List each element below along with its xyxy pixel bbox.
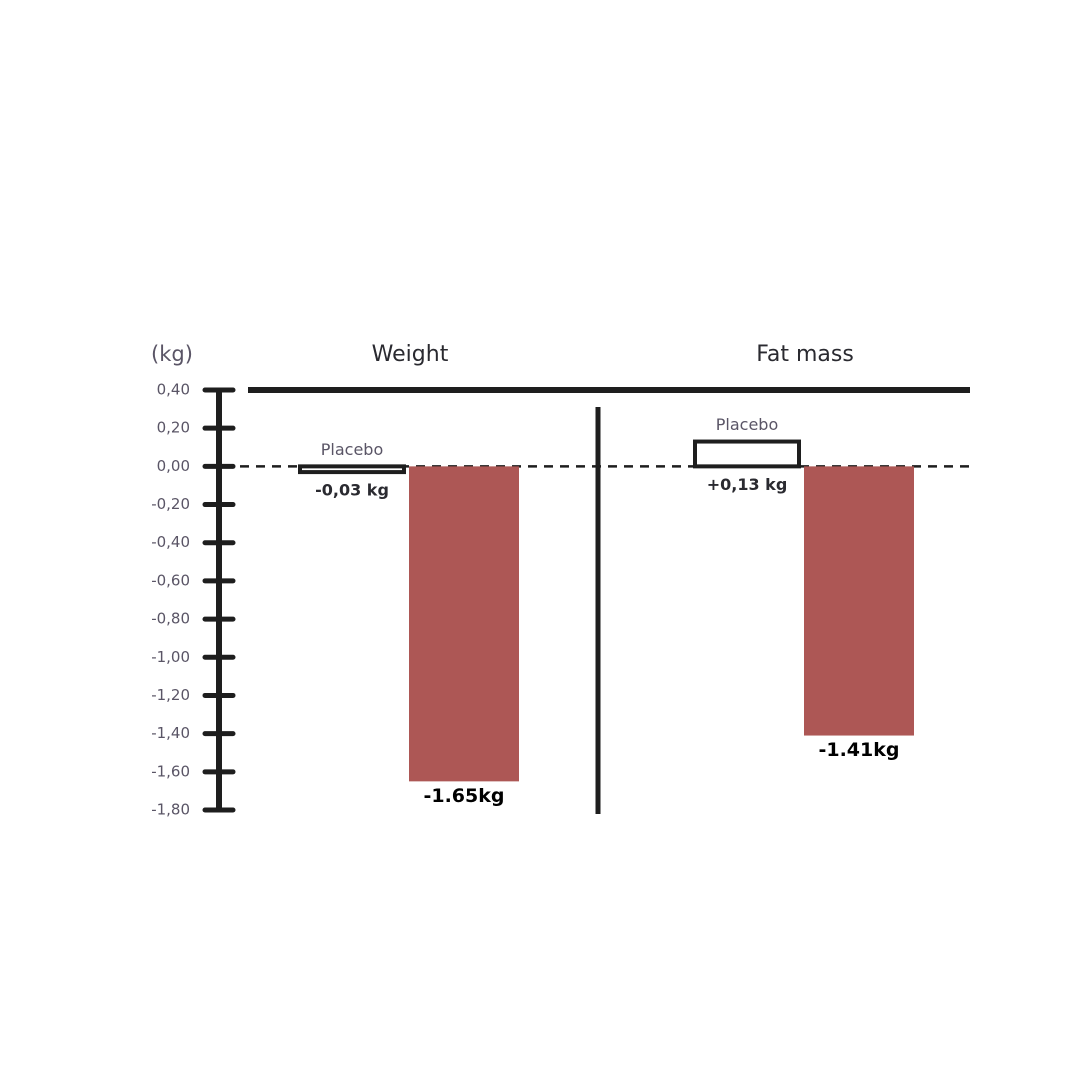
y-axis-label: (kg) <box>151 342 193 366</box>
value-label: -1.65kg <box>423 785 504 807</box>
y-tick-label: -0,60 <box>151 571 190 589</box>
y-tick-label: -0,40 <box>151 533 190 551</box>
series-label: Placebo <box>716 415 778 434</box>
bar <box>409 466 519 782</box>
category-label: Weight <box>372 342 449 367</box>
y-tick-label: -1,00 <box>151 648 190 666</box>
category-label: Fat mass <box>756 342 854 367</box>
y-tick-label: -0,20 <box>151 495 190 513</box>
value-label: +0,13 kg <box>707 475 788 494</box>
y-tick-label: -1,20 <box>151 686 190 704</box>
value-label: -1.41kg <box>818 739 899 761</box>
bar <box>804 466 914 736</box>
y-tick-label: 0,00 <box>157 457 190 475</box>
y-tick-label: 0,20 <box>157 419 190 437</box>
y-tick-label: -1,40 <box>151 724 190 742</box>
value-label: -0,03 kg <box>315 481 389 500</box>
bar <box>298 464 406 475</box>
bar <box>693 439 801 469</box>
series-label: Placebo <box>321 440 383 459</box>
y-tick-label: 0,40 <box>157 381 190 399</box>
y-tick-label: -1,60 <box>151 762 190 780</box>
y-tick-label: -1,80 <box>151 801 190 819</box>
y-tick-label: -0,80 <box>151 610 190 628</box>
